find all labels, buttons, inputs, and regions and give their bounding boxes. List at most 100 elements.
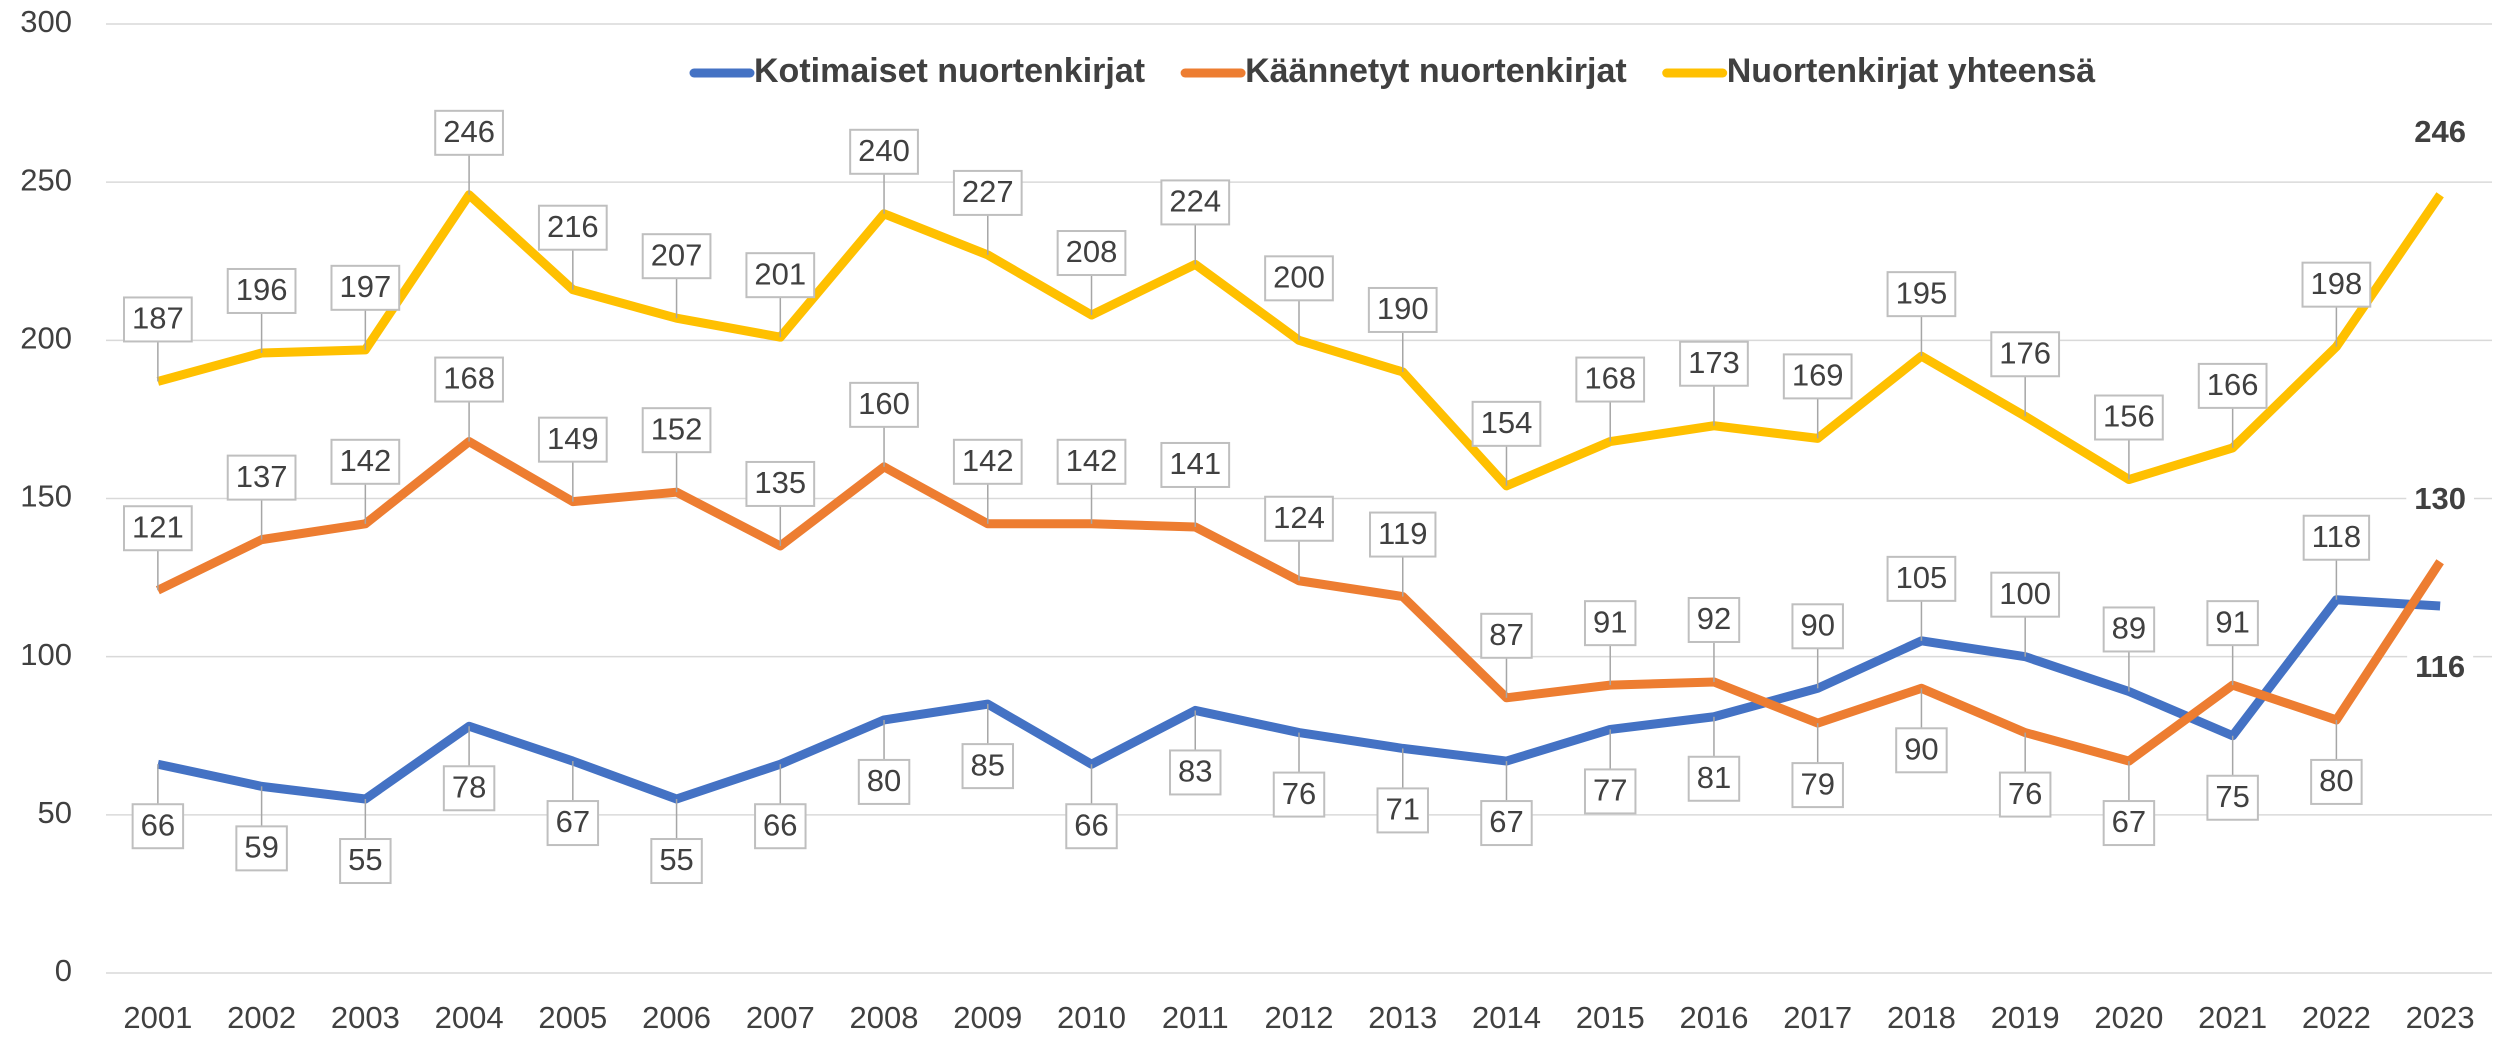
data-label: 76 xyxy=(1282,776,1316,811)
data-label-box xyxy=(857,758,911,805)
data-label: 190 xyxy=(1377,291,1429,326)
data-label: 168 xyxy=(443,361,495,396)
data-label: 121 xyxy=(132,509,184,544)
data-label: 92 xyxy=(1697,601,1731,636)
data-label-group: 87 xyxy=(1480,612,1533,698)
data-label-group: 216 xyxy=(537,204,608,290)
data-label: 89 xyxy=(2112,611,2146,646)
legend-label: Nuortenkirjat yhteensä xyxy=(1727,52,2096,90)
data-label: 81 xyxy=(1697,760,1731,795)
data-label: 187 xyxy=(132,301,184,336)
data-label: 227 xyxy=(962,174,1014,209)
data-label: 67 xyxy=(2112,804,2146,839)
x-tick-label: 2017 xyxy=(1783,1000,1852,1035)
data-label-group: 200 xyxy=(1264,255,1334,341)
data-label: 79 xyxy=(1800,766,1834,801)
data-label-box xyxy=(131,803,185,850)
legend-label: Käännetyt nuortenkirjat xyxy=(1245,52,1627,90)
data-label-box xyxy=(546,800,600,847)
data-label-group: 80 xyxy=(857,719,911,805)
x-tick-label: 2023 xyxy=(2406,1000,2475,1035)
data-label-group: 119 xyxy=(1369,511,1437,597)
y-tick-label: 100 xyxy=(20,637,72,672)
data-label-group: 168 xyxy=(434,356,504,442)
data-label-box xyxy=(1056,438,1127,485)
data-label-box xyxy=(1687,596,1741,643)
data-label-group: 81 xyxy=(1687,716,1741,802)
data-label-box xyxy=(537,204,608,251)
data-label: 66 xyxy=(1074,807,1108,842)
data-label-box xyxy=(961,743,1015,790)
data-label: 137 xyxy=(236,459,288,494)
data-label: 71 xyxy=(1385,792,1419,827)
data-label: 207 xyxy=(651,237,703,272)
data-label-box xyxy=(1367,286,1438,333)
x-tick-label: 2007 xyxy=(746,1000,815,1035)
data-label-group: 66 xyxy=(1065,764,1118,850)
data-label-box xyxy=(1886,555,1957,602)
x-tick-label: 2018 xyxy=(1887,1000,1956,1035)
data-label-box xyxy=(1679,340,1749,387)
data-label-box xyxy=(123,296,193,343)
data-label: 91 xyxy=(2215,604,2249,639)
data-label-box xyxy=(745,252,816,299)
x-tick-label: 2004 xyxy=(435,1000,504,1035)
data-label-box xyxy=(1583,768,1637,815)
data-label-group: 141 xyxy=(1160,441,1231,527)
data-label-box xyxy=(1791,762,1844,809)
data-label: 105 xyxy=(1896,560,1948,595)
data-label: 87 xyxy=(1489,617,1523,652)
data-label-box xyxy=(2206,600,2259,647)
data-label-box xyxy=(434,109,504,156)
x-tick-label: 2016 xyxy=(1679,1000,1748,1035)
data-label-box xyxy=(2302,514,2371,561)
data-label-group: 76 xyxy=(1998,732,2052,818)
data-label-group: 197 xyxy=(330,264,401,350)
data-label: 119 xyxy=(1378,516,1427,551)
data-label-box xyxy=(1782,353,1853,400)
data-label-group: 168 xyxy=(1575,356,1646,442)
x-tick-label: 2010 xyxy=(1057,1000,1126,1035)
data-label-group: 79 xyxy=(1791,723,1844,809)
x-tick-label: 2022 xyxy=(2302,1000,2371,1035)
data-label-box xyxy=(1791,603,1844,650)
data-label-box xyxy=(2206,774,2259,821)
data-label-group: 75 xyxy=(2206,735,2259,821)
data-label-group: 201 xyxy=(745,252,816,338)
data-label: 75 xyxy=(2215,779,2249,814)
data-label: 76 xyxy=(2008,776,2042,811)
data-label-box xyxy=(2310,758,2363,805)
x-tick-label: 2021 xyxy=(2198,1000,2267,1035)
data-label-group: 66 xyxy=(754,764,807,850)
data-label-box xyxy=(1160,179,1231,226)
data-label: 141 xyxy=(1169,446,1221,481)
data-label: 80 xyxy=(2319,763,2353,798)
y-tick-label: 50 xyxy=(38,795,72,830)
data-label-box xyxy=(2406,110,2474,155)
data-label-box xyxy=(2102,800,2156,847)
data-label-box xyxy=(1056,230,1127,277)
data-label-box xyxy=(641,233,712,280)
data-label: 85 xyxy=(971,747,1005,782)
data-label-group: 66 xyxy=(131,764,185,850)
x-tick-label: 2011 xyxy=(1162,1000,1229,1035)
data-label-group: 100 xyxy=(1990,571,2061,657)
data-label-box xyxy=(2197,362,2268,409)
data-label-group: 207 xyxy=(641,233,712,319)
data-label-box xyxy=(1369,511,1437,558)
data-label-group: 71 xyxy=(1376,748,1429,834)
x-tick-label: 2015 xyxy=(1576,1000,1645,1035)
data-label-group: 142 xyxy=(1056,438,1127,524)
data-label-group: 130 xyxy=(2406,477,2474,522)
data-label-box xyxy=(1065,803,1118,850)
data-label-group: 246 xyxy=(2406,110,2474,155)
data-label: 208 xyxy=(1066,234,1118,269)
data-label: 66 xyxy=(763,807,797,842)
data-label-group: 195 xyxy=(1886,271,1957,357)
data-label-group: 198 xyxy=(2301,261,2372,347)
data-label-group: 240 xyxy=(849,128,919,214)
data-label: 160 xyxy=(858,386,910,421)
x-tick-label: 2014 xyxy=(1472,1000,1541,1035)
data-label-group: 154 xyxy=(1471,400,1542,486)
data-label-group: 85 xyxy=(961,704,1015,790)
